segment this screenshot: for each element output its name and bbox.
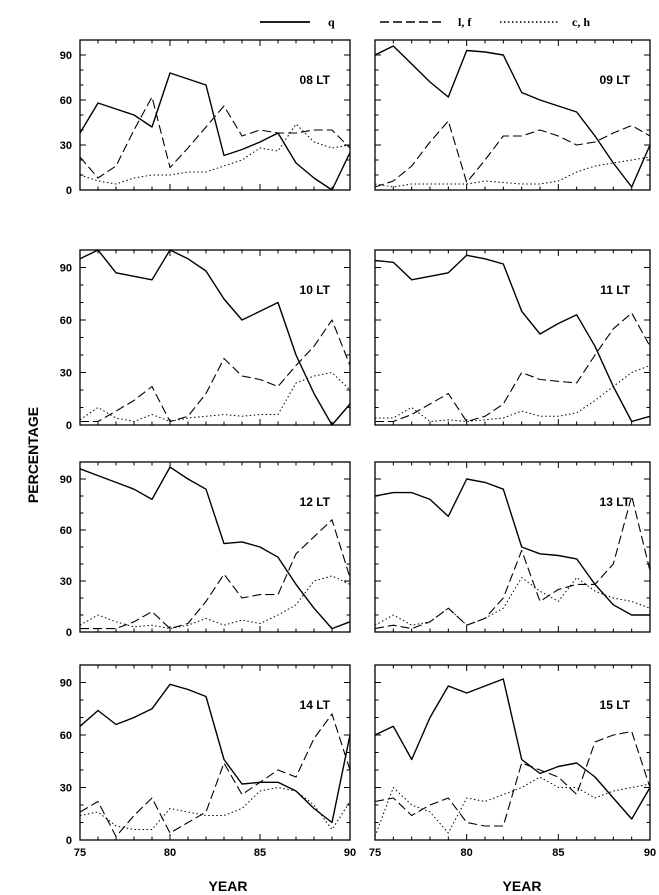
y-tick-label: 90 xyxy=(60,263,72,275)
panel-frame xyxy=(374,249,651,426)
x-tick-label: 85 xyxy=(254,847,266,859)
legend-label-2: c, h xyxy=(572,15,590,29)
y-tick-label: 30 xyxy=(60,783,72,795)
y-tick-label: 30 xyxy=(60,576,72,588)
panel-5: 13 LT xyxy=(374,461,651,633)
panel-frame xyxy=(79,461,351,633)
x-tick-label: 90 xyxy=(644,847,656,859)
x-tick-label: 80 xyxy=(164,847,176,859)
series-line-lf-1 xyxy=(375,312,651,423)
x-tick-label: 80 xyxy=(461,847,473,859)
panel-title: 12 LT xyxy=(300,495,331,509)
legend-label-0: q xyxy=(328,15,335,29)
y-tick-label: 90 xyxy=(60,50,72,62)
x-tick-label: 90 xyxy=(344,847,356,859)
panel-title: 09 LT xyxy=(600,73,631,87)
x-tick-label: 75 xyxy=(74,847,86,859)
series-line-q-0 xyxy=(374,254,651,423)
series-line-ch-2 xyxy=(374,577,651,626)
x-tick-label: 75 xyxy=(369,847,381,859)
panel-title: 11 LT xyxy=(600,283,630,297)
panel-frame xyxy=(79,39,351,191)
y-tick-label: 0 xyxy=(66,185,72,197)
series-line-lf-1 xyxy=(79,713,351,838)
panel-3: 11 LT xyxy=(374,249,651,426)
y-tick-label: 60 xyxy=(60,525,72,537)
series-line-ch-2 xyxy=(374,156,651,188)
y-tick-label: 30 xyxy=(60,368,72,380)
legend: q l, f c, h xyxy=(260,15,590,29)
y-tick-label: 30 xyxy=(60,140,72,152)
series-line-q-0 xyxy=(79,466,351,630)
panel-frame xyxy=(79,249,351,426)
panel-4: 0 30 60 90 12 LT xyxy=(60,461,351,639)
y-tick-label: 0 xyxy=(66,835,72,847)
panel-7: 75 80 85 90 15 LT xyxy=(369,664,656,859)
series-line-lf-1 xyxy=(374,730,651,827)
series-line-q-0 xyxy=(79,72,351,191)
panel-title: 10 LT xyxy=(300,283,331,297)
x-axis-title-left: YEAR xyxy=(209,878,248,894)
series-line-lf-1 xyxy=(80,319,351,423)
series-line-ch-2 xyxy=(374,776,651,837)
panel-title: 13 LT xyxy=(600,495,631,509)
panel-frame xyxy=(374,461,651,633)
y-tick-label: 90 xyxy=(60,474,72,486)
y-tick-label: 0 xyxy=(66,420,72,432)
series-line-lf-1 xyxy=(80,519,351,630)
panel-title: 14 LT xyxy=(300,698,331,712)
series-line-q-0 xyxy=(79,683,351,824)
series-line-lf-1 xyxy=(79,96,351,179)
series-line-ch-2 xyxy=(79,575,351,630)
panel-frame xyxy=(79,664,351,841)
panel-title: 15 LT xyxy=(600,698,631,712)
legend-label-1: l, f xyxy=(458,15,472,29)
panel-frame xyxy=(374,39,651,191)
series-line-q-0 xyxy=(79,249,351,426)
y-tick-label: 60 xyxy=(60,730,72,742)
panel-frame xyxy=(374,664,651,841)
x-axis-title-right: YEAR xyxy=(503,878,542,894)
series-line-ch-2 xyxy=(375,365,651,422)
panel-2: 0 30 60 90 10 LT xyxy=(60,249,351,432)
panel-0: 0 30 60 90 08 LT xyxy=(60,39,351,197)
y-tick-label: 60 xyxy=(60,315,72,327)
panel-title: 08 LT xyxy=(300,73,331,87)
series-line-q-0 xyxy=(374,478,650,616)
x-tick-label: 85 xyxy=(552,847,564,859)
y-tick-label: 60 xyxy=(60,95,72,107)
series-line-lf-1 xyxy=(374,495,651,630)
panel-1: 09 LT xyxy=(374,39,651,191)
panels: 0 30 60 90 08 LT 09 LT 0 30 60 90 10 LT 11 LT 0 30 60 9… xyxy=(60,39,656,859)
series-line-ch-2 xyxy=(79,787,351,830)
y-axis-title: PERCENTAGE xyxy=(25,407,41,503)
series-line-ch-2 xyxy=(79,372,351,422)
series-line-q-0 xyxy=(374,678,651,820)
y-tick-label: 0 xyxy=(66,627,72,639)
series-line-q-0 xyxy=(374,45,651,188)
series-line-lf-1 xyxy=(374,120,651,188)
y-tick-label: 90 xyxy=(60,678,72,690)
panel-6: 0 30 60 90 75 80 85 90 14 LT xyxy=(60,664,356,859)
